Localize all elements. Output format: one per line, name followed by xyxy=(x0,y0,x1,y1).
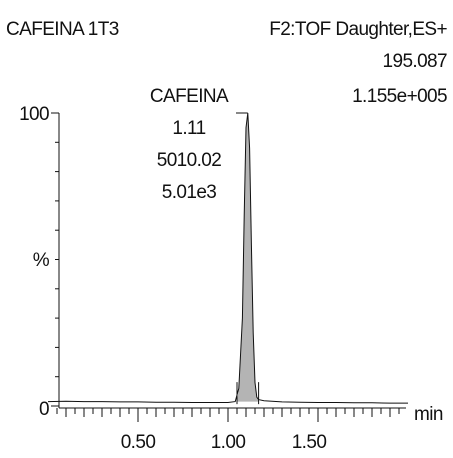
y-tick-label-0: 0 xyxy=(39,399,49,420)
peak-compound-name: CAFEINA xyxy=(149,86,229,107)
peak-retention-time: 1.11 xyxy=(172,118,206,139)
y-axis-label: % xyxy=(33,250,50,271)
mass-value: 195.087 xyxy=(382,51,448,72)
x-axis-ticks xyxy=(56,408,400,422)
x-tick-label-1.00: 1.00 xyxy=(211,432,246,453)
intensity-value: 1.155e+005 xyxy=(352,86,448,107)
peak-area-fill xyxy=(237,113,259,402)
y-tick-label-100: 100 xyxy=(19,104,49,125)
x-axis-unit-label: min xyxy=(414,404,443,425)
peak-height: 5.01e3 xyxy=(161,182,217,203)
sample-name: CAFEINA 1T3 xyxy=(6,19,119,40)
peak-area: 5010.02 xyxy=(156,150,222,171)
x-tick-label-0.50: 0.50 xyxy=(121,432,156,453)
y-axis-ticks xyxy=(51,112,59,407)
x-tick-label-1.50: 1.50 xyxy=(292,432,327,453)
function-description: F2:TOF Daughter,ES+ xyxy=(269,19,447,40)
chromatogram-trace xyxy=(47,112,408,404)
